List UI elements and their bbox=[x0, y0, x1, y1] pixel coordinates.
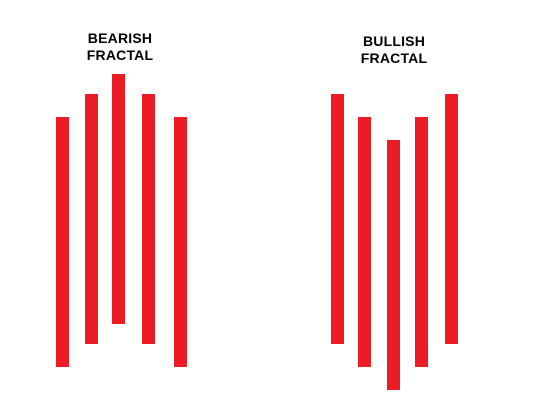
bullish-bar-5 bbox=[445, 94, 458, 344]
bullish-bar-3-trough bbox=[387, 140, 400, 390]
bearish-label-line2: FRACTAL bbox=[86, 47, 154, 63]
bullish-bar-1 bbox=[331, 94, 344, 344]
bearish-bar-4 bbox=[142, 94, 155, 344]
bullish-bar-4 bbox=[415, 117, 428, 367]
bearish-fractal-label: BEARISH FRACTAL bbox=[65, 30, 175, 64]
bearish-bar-1 bbox=[56, 117, 69, 367]
bullish-label-line1: BULLISH bbox=[362, 33, 426, 49]
bullish-bar-2 bbox=[358, 117, 371, 367]
bearish-bar-5 bbox=[174, 117, 187, 367]
bullish-fractal-label: BULLISH FRACTAL bbox=[339, 33, 449, 67]
bullish-label-line2: FRACTAL bbox=[360, 50, 428, 66]
bearish-label-line1: BEARISH bbox=[87, 30, 153, 46]
bearish-bar-3-peak bbox=[112, 74, 125, 324]
bearish-bar-2 bbox=[85, 94, 98, 344]
